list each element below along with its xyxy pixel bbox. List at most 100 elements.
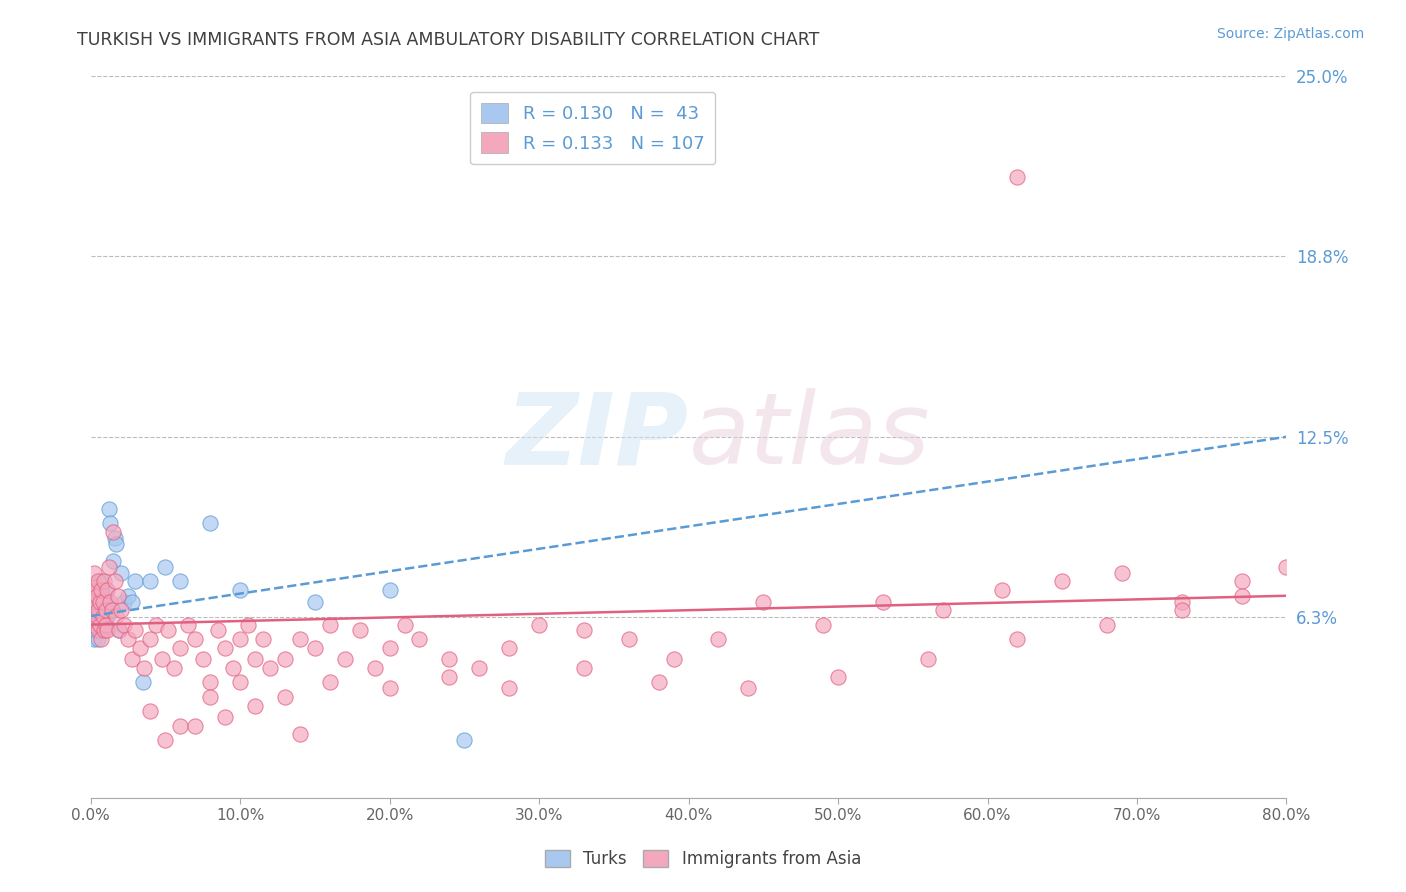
Point [229, 632, 252, 646]
Point [200, 675, 222, 690]
Point [349, 624, 371, 638]
Point [84, 594, 107, 608]
Point [105, 609, 128, 624]
Point [1230, 574, 1253, 589]
Point [527, 617, 550, 632]
Point [82, 617, 104, 632]
Point [96, 624, 118, 638]
Point [1111, 566, 1133, 580]
Point [103, 574, 125, 589]
Point [87, 624, 110, 638]
Point [707, 632, 730, 646]
Point [98, 516, 121, 531]
Point [87, 574, 110, 589]
Point [90, 632, 112, 646]
Point [363, 661, 385, 675]
Point [96, 582, 118, 597]
Point [274, 652, 297, 666]
Point [453, 733, 475, 747]
Point [155, 559, 177, 574]
Point [752, 594, 775, 608]
Point [200, 690, 222, 704]
Text: Source: ZipAtlas.com: Source: ZipAtlas.com [1216, 27, 1364, 41]
Point [243, 698, 266, 713]
Point [498, 640, 520, 655]
Point [87, 609, 110, 624]
Point [124, 574, 146, 589]
Point [110, 566, 132, 580]
Point [83, 603, 105, 617]
Point [90, 574, 112, 589]
Point [252, 632, 274, 646]
Text: ZIP: ZIP [506, 388, 689, 485]
Point [129, 640, 152, 655]
Point [86, 609, 108, 624]
Point [94, 617, 117, 632]
Point [82, 603, 104, 617]
Point [498, 681, 520, 696]
Point [827, 670, 849, 684]
Point [214, 710, 236, 724]
Point [155, 733, 177, 747]
Text: TURKISH VS IMMIGRANTS FROM ASIA AMBULATORY DISABILITY CORRELATION CHART: TURKISH VS IMMIGRANTS FROM ASIA AMBULATO… [77, 31, 820, 49]
Point [319, 675, 342, 690]
Point [917, 652, 939, 666]
Point [121, 652, 143, 666]
Point [117, 589, 139, 603]
Point [98, 594, 121, 608]
Point [737, 681, 759, 696]
Point [169, 719, 191, 733]
Point [221, 661, 243, 675]
Point [184, 719, 207, 733]
Point [117, 632, 139, 646]
Point [139, 632, 162, 646]
Point [439, 652, 461, 666]
Point [112, 617, 135, 632]
Point [572, 624, 595, 638]
Point [121, 594, 143, 608]
Point [200, 516, 222, 531]
Point [101, 525, 124, 540]
Point [100, 603, 122, 617]
Point [468, 661, 491, 675]
Point [110, 603, 132, 617]
Point [572, 661, 595, 675]
Point [1007, 169, 1029, 184]
Point [94, 582, 117, 597]
Point [86, 594, 108, 608]
Point [84, 589, 107, 603]
Point [1230, 589, 1253, 603]
Point [90, 582, 112, 597]
Point [319, 617, 342, 632]
Point [87, 603, 110, 617]
Point [1171, 594, 1194, 608]
Point [86, 612, 108, 626]
Point [1007, 632, 1029, 646]
Point [169, 640, 191, 655]
Point [124, 624, 146, 638]
Point [112, 594, 135, 608]
Point [93, 624, 115, 638]
Point [96, 609, 118, 624]
Point [931, 603, 953, 617]
Point [177, 617, 200, 632]
Point [214, 640, 236, 655]
Point [89, 617, 111, 632]
Point [83, 566, 105, 580]
Point [91, 594, 114, 608]
Point [617, 632, 640, 646]
Point [1095, 617, 1118, 632]
Point [259, 661, 281, 675]
Point [82, 582, 104, 597]
Point [132, 675, 155, 690]
Point [1275, 559, 1298, 574]
Point [139, 704, 162, 718]
Point [100, 603, 122, 617]
Point [207, 624, 229, 638]
Point [89, 594, 111, 608]
Point [647, 675, 669, 690]
Point [163, 661, 186, 675]
Point [91, 609, 114, 624]
Point [84, 580, 107, 594]
Text: atlas: atlas [689, 388, 931, 485]
